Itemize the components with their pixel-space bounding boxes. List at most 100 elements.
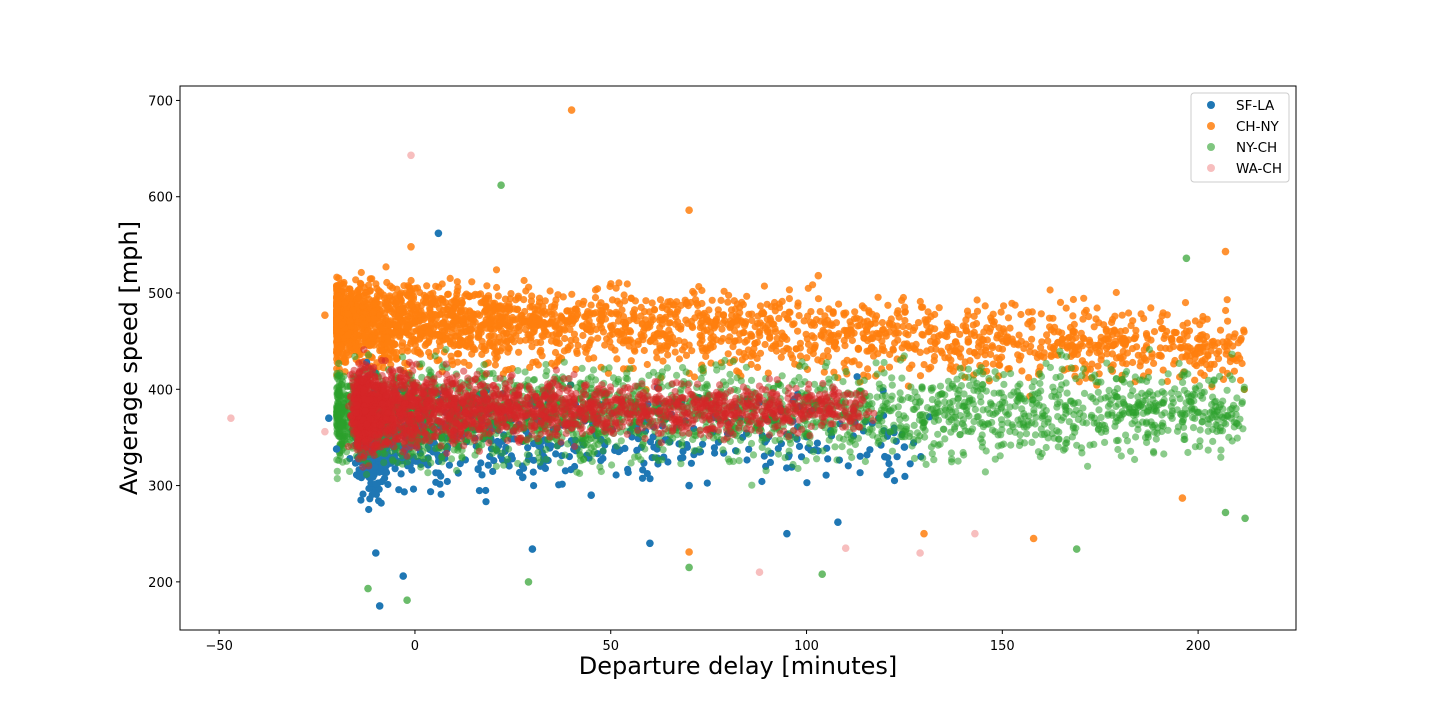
scatter-point — [552, 339, 561, 347]
scatter-point — [804, 312, 812, 320]
scatter-point — [946, 347, 954, 355]
scatter-point — [1094, 362, 1102, 370]
scatter-point — [774, 445, 782, 453]
scatter-point — [1085, 336, 1093, 344]
scatter-point — [541, 297, 549, 305]
scatter-point — [1163, 377, 1171, 385]
scatter-point — [796, 352, 805, 360]
scatter-point — [594, 334, 602, 342]
scatter-point — [682, 351, 691, 359]
scatter-point — [437, 320, 446, 328]
scatter-point — [666, 319, 674, 327]
scatter-point — [1223, 296, 1231, 304]
scatter-point — [706, 341, 715, 349]
scatter-point — [690, 289, 698, 297]
scatter-point — [474, 310, 482, 318]
scatter-point — [1109, 341, 1117, 350]
scatter-point — [377, 341, 385, 349]
scatter-point — [831, 338, 839, 347]
scatter-point — [1028, 323, 1036, 331]
scatter-point — [830, 331, 838, 339]
scatter-point — [370, 315, 378, 323]
scatter-point — [923, 321, 931, 330]
scatter-point — [1058, 365, 1066, 373]
scatter-point — [368, 340, 376, 349]
scatter-point — [448, 337, 457, 345]
scatter-point — [515, 348, 523, 356]
scatter-point — [1037, 310, 1045, 318]
scatter-point — [814, 295, 823, 303]
scatter-point — [1033, 354, 1041, 362]
scatter-point — [623, 280, 631, 288]
scatter-point — [530, 482, 538, 490]
scatter-point — [603, 335, 611, 343]
scatter-point — [468, 278, 476, 286]
scatter-point — [340, 278, 348, 287]
scatter-point — [1240, 385, 1248, 393]
scatter-point — [478, 350, 486, 358]
scatter-point — [743, 292, 751, 300]
scatter-point — [1181, 299, 1190, 307]
scatter-point — [760, 309, 768, 317]
scatter-point — [911, 324, 919, 332]
scatter-point — [902, 329, 910, 337]
scatter-point — [438, 296, 446, 304]
scatter-point — [817, 331, 825, 339]
scatter-point — [471, 290, 479, 298]
scatter-point — [822, 471, 830, 479]
scatter-point — [377, 499, 385, 507]
scatter-point — [927, 363, 935, 371]
scatter-point — [1043, 331, 1051, 339]
scatter-point — [1097, 413, 1105, 422]
scatter-point — [698, 299, 706, 308]
scatter-point — [393, 298, 401, 306]
scatter-point — [478, 471, 486, 479]
scatter-point — [436, 342, 444, 350]
scatter-point — [502, 308, 510, 316]
scatter-point — [542, 455, 550, 463]
scatter-point — [1179, 336, 1187, 344]
scatter-point — [437, 310, 445, 318]
scatter-point — [783, 344, 791, 352]
scatter-point — [664, 458, 672, 466]
scatter-point — [391, 465, 399, 473]
scatter-point — [698, 336, 706, 344]
scatter-point — [346, 467, 354, 475]
scatter-point — [442, 335, 450, 343]
scatter-point — [841, 342, 849, 350]
scatter-point — [698, 317, 706, 325]
scatter-point — [432, 314, 440, 322]
scatter-point — [741, 319, 749, 328]
scatter-point — [640, 346, 648, 355]
scatter-point — [1090, 323, 1098, 331]
scatter-point — [1120, 378, 1128, 386]
scatter-point — [821, 318, 829, 326]
scatter-point — [1162, 344, 1170, 352]
scatter-point — [453, 350, 461, 358]
scatter-point — [611, 346, 619, 354]
scatter-point — [452, 316, 460, 324]
scatter-point — [487, 319, 495, 327]
scatter-point — [796, 339, 805, 347]
scatter-point — [383, 278, 391, 287]
scatter-point — [376, 311, 384, 319]
scatter-point — [1095, 406, 1103, 414]
scatter-point — [905, 364, 914, 372]
scatter-point — [600, 365, 608, 373]
scatter-point — [867, 345, 876, 353]
scatter-point — [1238, 359, 1246, 368]
scatter-point — [1069, 295, 1077, 304]
scatter-point — [1049, 314, 1057, 322]
scatter-point — [527, 336, 535, 344]
scatter-point — [1079, 315, 1087, 323]
scatter-point — [966, 357, 974, 365]
scatter-point — [1069, 329, 1077, 337]
scatter-point — [524, 444, 532, 452]
scatter-point — [596, 321, 604, 329]
scatter-point — [568, 320, 576, 328]
scatter-point — [767, 344, 776, 352]
scatter-point — [980, 328, 988, 336]
scatter-point — [546, 287, 554, 295]
scatter-point — [1004, 314, 1013, 322]
scatter-point — [402, 289, 410, 297]
